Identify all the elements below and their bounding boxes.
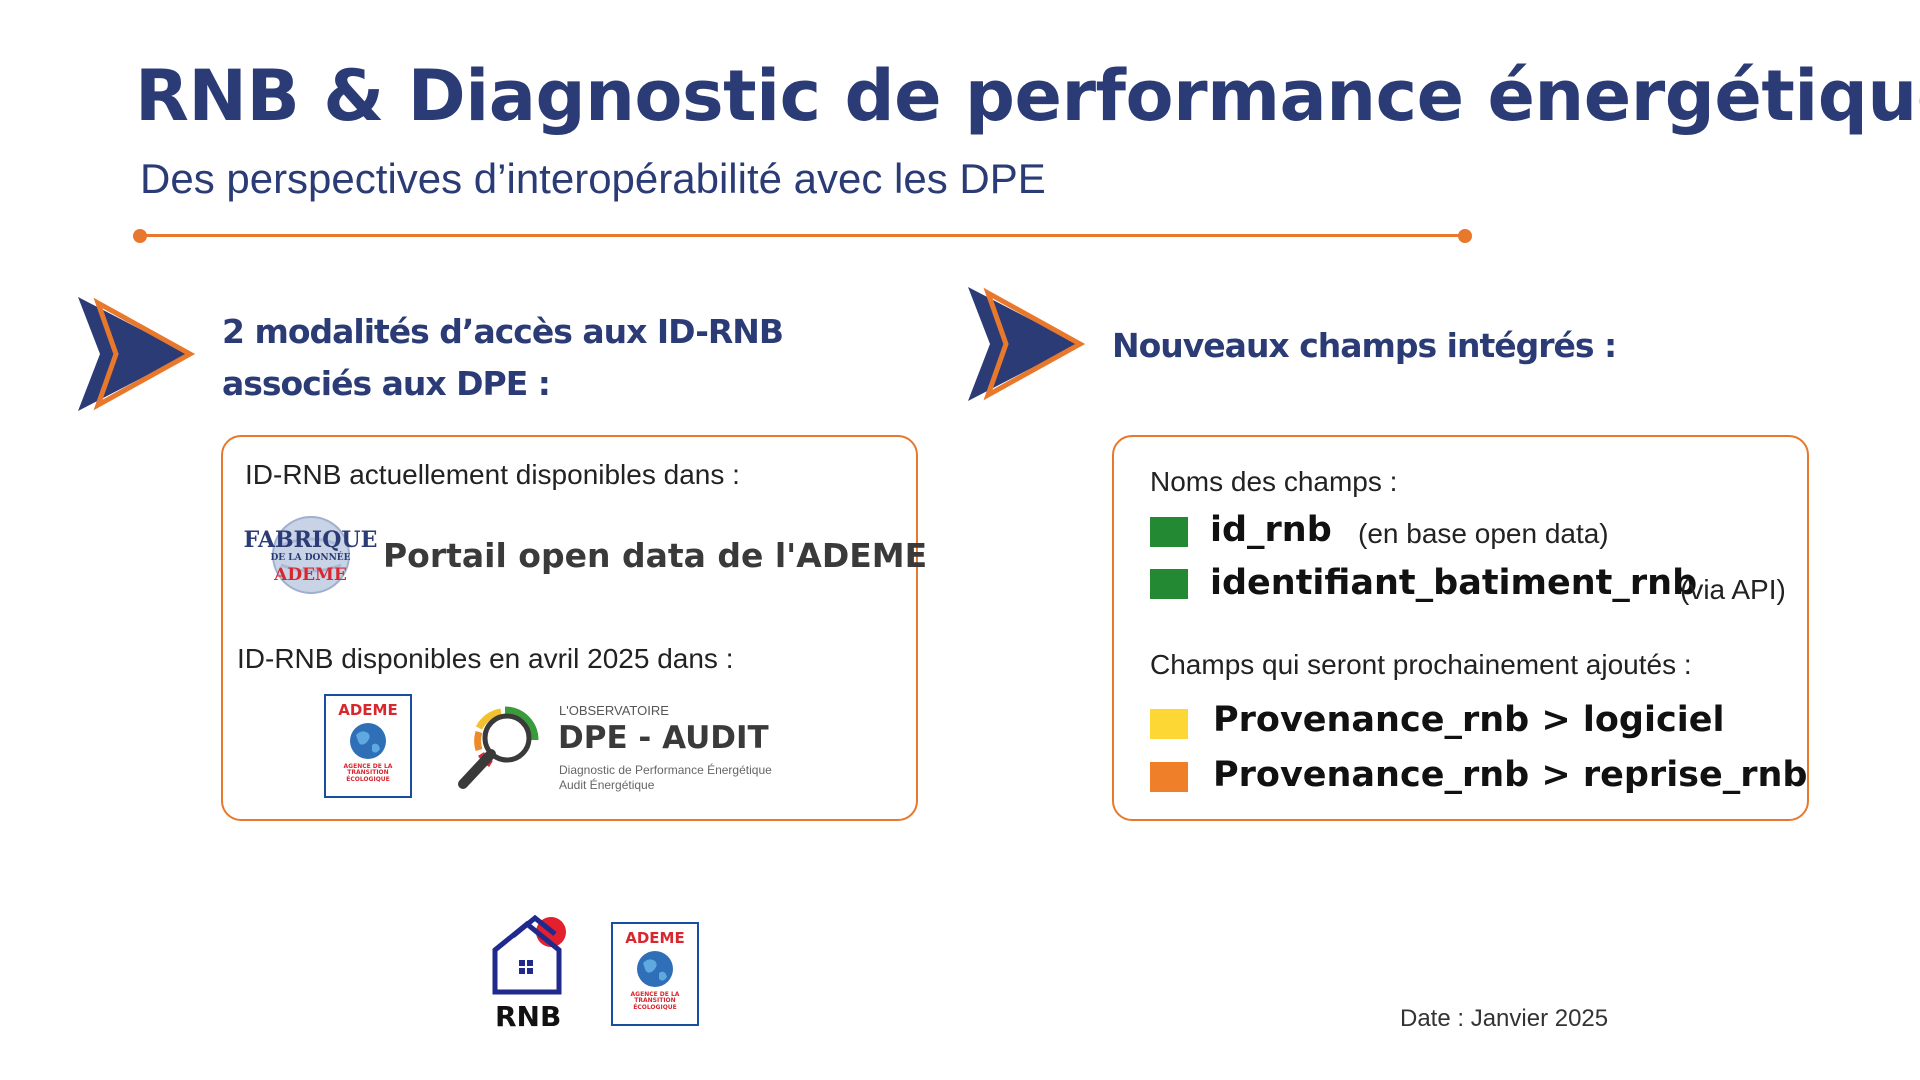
ademe-footer-logo: ADEME AGENCE DE LA TRANSITION ÉCOLOGIQUE: [611, 922, 699, 1026]
field-id-rnb-note: (en base open data): [1358, 518, 1609, 549]
ademe-footer-sub3: ÉCOLOGIQUE: [633, 1003, 677, 1011]
ademe-logo-sub2: TRANSITION: [347, 769, 389, 777]
ademe-footer-sub2: TRANSITION: [634, 997, 676, 1005]
chevron-arrow-icon: [78, 297, 196, 411]
fabrique-logo-line2: DE LA DONNÉE: [270, 553, 351, 563]
observatoire-label: L'OBSERVATOIRE: [559, 703, 669, 718]
field-identifiant-note: (via API): [1680, 574, 1786, 605]
rnb-logo-label: RNB: [495, 1000, 562, 1033]
green-swatch-id-rnb: [1150, 517, 1188, 547]
ademe-footer-logo-word: ADEME: [625, 929, 685, 947]
ademe-footer-sub1: AGENCE DE LA: [630, 991, 680, 998]
page-subtitle: Des perspectives d’interopérabilité avec…: [140, 155, 1046, 202]
upcoming-fields-label: Champs qui seront prochainement ajoutés …: [1150, 649, 1692, 680]
earth-globe-icon: [350, 723, 386, 759]
page-title: RNB & Diagnostic de performance énergéti…: [135, 55, 1920, 137]
date-label: Date : Janvier 2025: [1400, 1005, 1609, 1032]
available-april-label: ID-RNB disponibles en avril 2025 dans :: [237, 643, 734, 674]
globe-icon: [272, 516, 350, 594]
left-heading-line2: associés aux DPE :: [222, 364, 551, 403]
portal-open-data-link[interactable]: Portail open data de l'ADEME: [383, 536, 928, 575]
ademe-logo-sub3: ÉCOLOGIQUE: [346, 775, 390, 783]
field-names-label: Noms des champs :: [1150, 466, 1398, 497]
right-section-heading: Nouveaux champs intégrés :: [1112, 326, 1617, 365]
field-provenance-reprise: Provenance_rnb > reprise_rnb: [1213, 755, 1808, 795]
orange-swatch-reprise: [1150, 762, 1188, 792]
ademe-logo: ADEME AGENCE DE LA TRANSITION ÉCOLOGIQUE: [324, 694, 412, 798]
fabrique-logo-line3: ADEME: [274, 565, 347, 585]
left-section-heading: 2 modalités d’accès aux ID-RNB associés …: [222, 306, 784, 410]
observatoire-dpe-audit-logo: L'OBSERVATOIRE DPE - AUDIT Diagnostic de…: [455, 693, 815, 803]
divider-dot-right: [1458, 229, 1472, 243]
earth-globe-icon: [637, 951, 673, 987]
rnb-logo: RNB: [485, 910, 575, 1033]
chevron-arrow-icon: [968, 287, 1086, 401]
dpe-audit-label: DPE - AUDIT: [558, 720, 769, 756]
divider-dot-left: [133, 229, 147, 243]
magnifier-energy-icon: [458, 706, 539, 789]
available-now-label: ID-RNB actuellement disponibles dans :: [245, 459, 740, 490]
field-id-rnb: id_rnb: [1210, 510, 1332, 550]
left-heading-line1: 2 modalités d’accès aux ID-RNB: [222, 312, 784, 351]
dpe-audit-desc1: Diagnostic de Performance Énergétique: [559, 763, 772, 777]
house-icon: [492, 914, 566, 995]
yellow-swatch-logiciel: [1150, 709, 1188, 739]
right-info-box: [1112, 435, 1809, 821]
ademe-logo-word: ADEME: [338, 701, 398, 719]
dpe-audit-desc2: Audit Énergétique: [559, 778, 655, 792]
green-swatch-identifiant: [1150, 569, 1188, 599]
divider-line: [140, 234, 1465, 237]
ademe-logo-sub1: AGENCE DE LA: [343, 763, 393, 770]
field-provenance-logiciel: Provenance_rnb > logiciel: [1213, 700, 1725, 740]
fabrique-logo-line1: FABRIQUE: [243, 527, 378, 553]
field-identifiant-batiment-rnb: identifiant_batiment_rnb: [1210, 563, 1698, 603]
fabrique-donnee-logo: FABRIQUE DE LA DONNÉE ADEME: [243, 515, 378, 595]
